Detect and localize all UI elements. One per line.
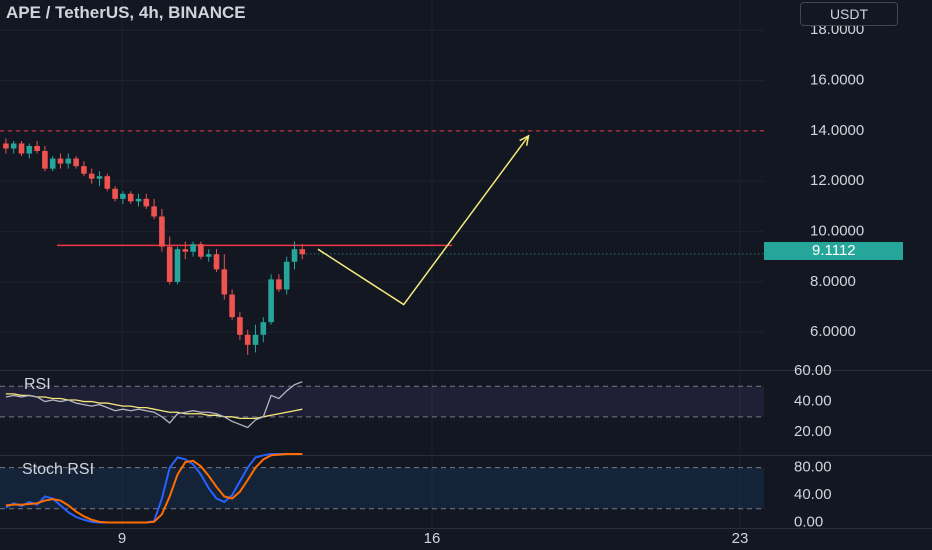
candle-body (190, 244, 196, 252)
candle-body (221, 269, 228, 295)
candle-body (237, 317, 243, 335)
candle-body (174, 249, 181, 282)
stoch-tick-label: 40.00 (794, 486, 832, 503)
price-tick-label: 10.0000 (810, 223, 864, 240)
price-tick-label: 14.0000 (810, 122, 864, 139)
projection-path (317, 135, 530, 306)
time-tick-label: 23 (732, 530, 749, 547)
candle-body (244, 334, 251, 345)
axes-layer: 18.000016.000014.000012.000010.00008.000… (118, 21, 864, 547)
candle-body (291, 249, 298, 262)
rsi-pane-label: RSI (24, 376, 51, 393)
stoch-tick-label: 0.00 (794, 513, 823, 530)
candle-body (65, 158, 72, 164)
rsi-tick-label: 60.00 (794, 362, 832, 379)
background-layer (0, 0, 932, 529)
candle-body (49, 158, 56, 169)
candle-body (18, 143, 25, 154)
price-tick-label: 6.0000 (810, 323, 856, 340)
candle-body (120, 193, 126, 199)
candle-body (151, 206, 157, 217)
time-tick-label: 9 (118, 530, 126, 547)
candle-body (104, 176, 111, 189)
candle-body (159, 216, 165, 247)
candle-body (81, 166, 87, 174)
price-tick-label: 8.0000 (810, 273, 856, 290)
candle-body (143, 198, 150, 207)
candle-body (182, 249, 189, 252)
main-price-pane (0, 130, 764, 355)
candle-body (26, 145, 33, 154)
candle-body (112, 188, 118, 199)
chart-title: APE / TetherUS, 4h, BINANCE (6, 3, 246, 22)
candle-body (57, 158, 64, 164)
candle-body (166, 246, 173, 282)
currency-button[interactable]: USDT (800, 2, 898, 26)
candle-body (205, 254, 212, 257)
stoch-tick-label: 80.00 (794, 459, 832, 476)
candle-body (127, 193, 134, 202)
candle-body (299, 249, 306, 255)
candle-body (10, 143, 17, 149)
candle-body (252, 334, 259, 345)
candle-body (3, 143, 9, 149)
candle-body (260, 322, 267, 335)
stoch-rsi-pane (0, 452, 764, 524)
candle-body (229, 294, 235, 318)
candle-body (135, 198, 142, 202)
current-price-label: 9.1112 (764, 242, 903, 260)
rsi-line (5, 381, 303, 429)
rsi-ma-line (5, 393, 303, 419)
rsi-pane (0, 381, 764, 429)
candle-body (96, 176, 103, 179)
candle-body (268, 279, 274, 323)
rsi-tick-label: 20.00 (794, 423, 832, 440)
candle-body (73, 158, 79, 167)
time-tick-label: 16 (424, 530, 441, 547)
candle-body (283, 261, 290, 290)
candle-body (88, 173, 95, 179)
candle-body (42, 151, 48, 169)
price-tick-label: 16.0000 (810, 72, 864, 89)
candle-body (198, 244, 204, 257)
projection-arrowhead (519, 134, 530, 146)
stoch-band-fill (0, 467, 764, 509)
rsi-band-fill (0, 386, 764, 417)
candle-body (213, 254, 220, 270)
rsi-tick-label: 40.00 (794, 393, 832, 410)
candle-body (34, 145, 40, 152)
stoch-rsi-pane-label: Stoch RSI (22, 461, 95, 478)
stoch-d-line (5, 452, 303, 524)
candle-body (276, 279, 282, 290)
price-tick-label: 12.0000 (810, 172, 864, 189)
